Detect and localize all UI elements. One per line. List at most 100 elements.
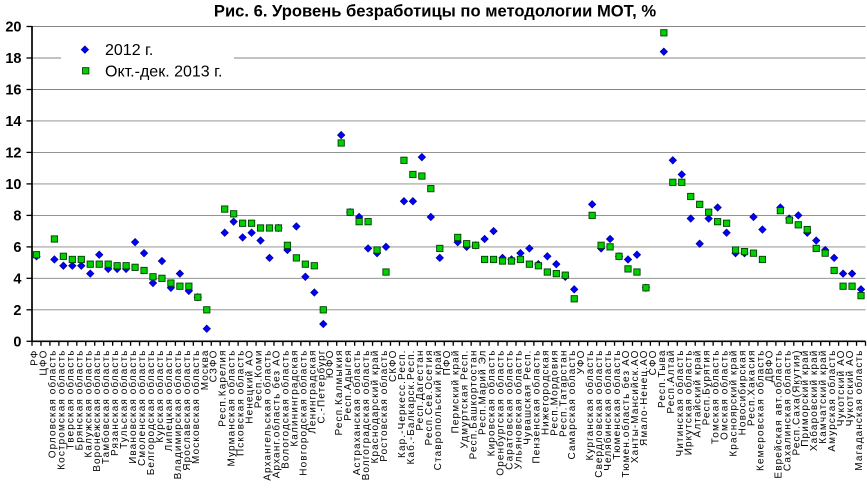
svg-text:Респ.Бурятия: Респ.Бурятия — [702, 350, 713, 426]
svg-text:СФО: СФО — [648, 350, 659, 376]
svg-text:Респ.Сев.Осетия: Респ.Сев.Осетия — [424, 350, 435, 446]
svg-text:Ярославская область: Ярославская область — [181, 350, 193, 471]
svg-text:12: 12 — [5, 145, 21, 161]
svg-text:Брянская область: Брянская область — [73, 350, 85, 451]
svg-text:4: 4 — [13, 271, 21, 287]
svg-text:6: 6 — [13, 240, 21, 256]
svg-text:Окт.-дек. 2013 г.: Окт.-дек. 2013 г. — [105, 63, 222, 80]
svg-text:УФО: УФО — [576, 350, 587, 375]
svg-text:Респ.Башкортостан: Респ.Башкортостан — [469, 350, 480, 460]
svg-text:Вологодская область: Вологодская область — [279, 350, 291, 469]
svg-text:Ростовская область: Ростовская область — [378, 350, 390, 462]
svg-text:Калининградская: Калининградская — [289, 350, 300, 447]
svg-text:Астраханская область: Астраханская область — [351, 350, 363, 476]
svg-text:Курганская область: Курганская область — [584, 350, 596, 461]
svg-text:Томская область: Томская область — [710, 350, 722, 445]
svg-text:Тульская область: Тульская область — [118, 350, 130, 449]
svg-text:Ямало-Ненец.АО: Ямало-Ненец.АО — [639, 350, 650, 447]
svg-text:Ненецкий АО: Ненецкий АО — [245, 350, 256, 424]
svg-text:10: 10 — [5, 177, 21, 193]
svg-text:Новгородская область: Новгородская область — [297, 350, 309, 476]
svg-text:Сахалинская область: Сахалинская область — [781, 350, 793, 472]
svg-text:Чукотский АО: Чукотский АО — [845, 350, 856, 427]
svg-text:Камчатский край: Камчатский край — [818, 350, 829, 444]
svg-text:Курская область: Курская область — [154, 350, 166, 443]
svg-text:Костромская область: Костромская область — [55, 350, 67, 470]
svg-text:Ульяновская область: Ульяновская область — [512, 350, 524, 470]
svg-text:Архангельская область: Архангельская область — [262, 350, 274, 481]
svg-text:Пензенская область: Пензенская область — [530, 350, 542, 464]
svg-text:С.-Петербург: С.-Петербург — [315, 350, 327, 424]
svg-text:Хабаровский край: Хабаровский край — [808, 350, 820, 452]
svg-text:Кемеровская область: Кемеровская область — [754, 350, 766, 471]
svg-text:8: 8 — [13, 208, 21, 224]
svg-text:Респ.Тыва: Респ.Тыва — [657, 350, 668, 409]
svg-text:Магаданская область: Магаданская область — [853, 350, 865, 471]
svg-text:Респ.Коми: Респ.Коми — [254, 350, 265, 409]
svg-text:ПФО: ПФО — [442, 350, 453, 376]
svg-text:Тверская область: Тверская область — [64, 350, 76, 450]
svg-text:Ивановская область: Ивановская область — [127, 350, 139, 464]
svg-text:Воронежская область: Воронежская область — [91, 350, 103, 472]
svg-text:Тюмен.область без АО: Тюмен.область без АО — [620, 350, 632, 478]
svg-text:Рязанская область: Рязанская область — [109, 350, 121, 457]
svg-text:Респ.Мордовия: Респ.Мордовия — [549, 350, 560, 436]
svg-text:Кар.-Черкесс.Респ.: Кар.-Черкесс.Респ. — [397, 350, 408, 458]
svg-text:Челябинская область: Челябинская область — [602, 350, 614, 471]
svg-text:ЦФО: ЦФО — [38, 350, 49, 376]
svg-text:Ставропольский край: Ставропольский край — [433, 350, 444, 471]
svg-text:Чувашская Респ.: Чувашская Респ. — [522, 350, 533, 445]
svg-text:Рис. 6. Уровень безработицы по: Рис. 6. Уровень безработицы по методолог… — [214, 2, 656, 21]
svg-text:Свердловская область: Свердловская область — [593, 350, 605, 478]
svg-text:Оренбургская область: Оренбургская область — [495, 350, 507, 476]
svg-text:2: 2 — [13, 303, 21, 319]
svg-text:ДВФО: ДВФО — [764, 350, 775, 383]
svg-text:Арханг.область без АО: Арханг.область без АО — [270, 350, 282, 479]
svg-text:Волгоградская область: Волгоградская область — [360, 350, 372, 481]
svg-text:Респ.Карелия: Респ.Карелия — [218, 350, 229, 427]
svg-text:Ханты-Мансийск.АО: Ханты-Мансийск.АО — [630, 350, 641, 464]
svg-text:Респ.Марий Эл: Респ.Марий Эл — [478, 350, 489, 436]
svg-text:Ленинградская: Ленинградская — [307, 350, 318, 434]
svg-text:Иркутская область: Иркутская область — [683, 350, 695, 456]
svg-text:Смоленская область: Смоленская область — [136, 350, 148, 467]
svg-text:18: 18 — [5, 51, 21, 67]
svg-text:Самарская область: Самарская область — [566, 350, 578, 460]
svg-text:Красноярский край: Красноярский край — [729, 350, 740, 457]
svg-text:Москва: Москва — [200, 350, 211, 391]
svg-text:Мурманская область: Мурманская область — [226, 350, 238, 467]
svg-text:Тюменская область: Тюменская область — [611, 350, 623, 460]
svg-text:СКФО: СКФО — [388, 350, 399, 383]
svg-text:Амурская область: Амурская область — [826, 350, 838, 452]
svg-text:Еврейская авт.область: Еврейская авт.область — [772, 350, 784, 479]
svg-text:Приморский край: Приморский край — [800, 350, 811, 447]
svg-text:СЗФО: СЗФО — [209, 350, 220, 383]
svg-text:16: 16 — [5, 83, 21, 99]
svg-text:Респ.Дагестан: Респ.Дагестан — [415, 350, 426, 431]
svg-text:Нижегородская: Нижегородская — [540, 350, 551, 436]
svg-text:Псковская область: Псковская область — [235, 350, 247, 457]
svg-text:Каб.-Балкарск.Респ.: Каб.-Балкарск.Респ. — [405, 350, 417, 465]
svg-text:Чукотский АО: Чукотский АО — [836, 350, 847, 427]
svg-text:Орловская область: Орловская область — [46, 350, 58, 459]
svg-text:Липецкая область: Липецкая область — [163, 350, 175, 452]
svg-text:ЮФО: ЮФО — [325, 350, 336, 379]
svg-text:Респ.Алтай: Респ.Алтай — [666, 350, 677, 414]
svg-text:Пермский край: Пермский край — [451, 350, 462, 434]
svg-text:Тамбовская область: Тамбовская область — [100, 350, 112, 465]
svg-text:Краснодарский край: Краснодарский край — [370, 350, 381, 464]
svg-text:Алтайский край: Алтайский край — [693, 350, 704, 438]
svg-text:Читинская область: Читинская область — [674, 350, 686, 457]
svg-text:14: 14 — [5, 114, 21, 130]
svg-text:Респ.Татарстан: Респ.Татарстан — [558, 350, 569, 438]
svg-text:Омская область: Омская область — [719, 350, 731, 440]
svg-text:Респ.Адыгея: Респ.Адыгея — [343, 350, 354, 421]
svg-text:Удмуртская Респ.: Удмуртская Респ. — [460, 350, 471, 449]
svg-text:Респ.Саха(Якутия): Респ.Саха(Якутия) — [791, 350, 802, 456]
svg-text:Респ.Хакасия: Респ.Хакасия — [746, 350, 757, 427]
svg-text:РФ: РФ — [29, 350, 40, 366]
svg-text:Кировская область: Кировская область — [486, 350, 498, 457]
svg-text:Саратовская область: Саратовская область — [503, 350, 515, 470]
svg-text:Новосибирская: Новосибирская — [737, 350, 749, 436]
svg-text:Респ.Калмыкия: Респ.Калмыкия — [334, 350, 345, 436]
